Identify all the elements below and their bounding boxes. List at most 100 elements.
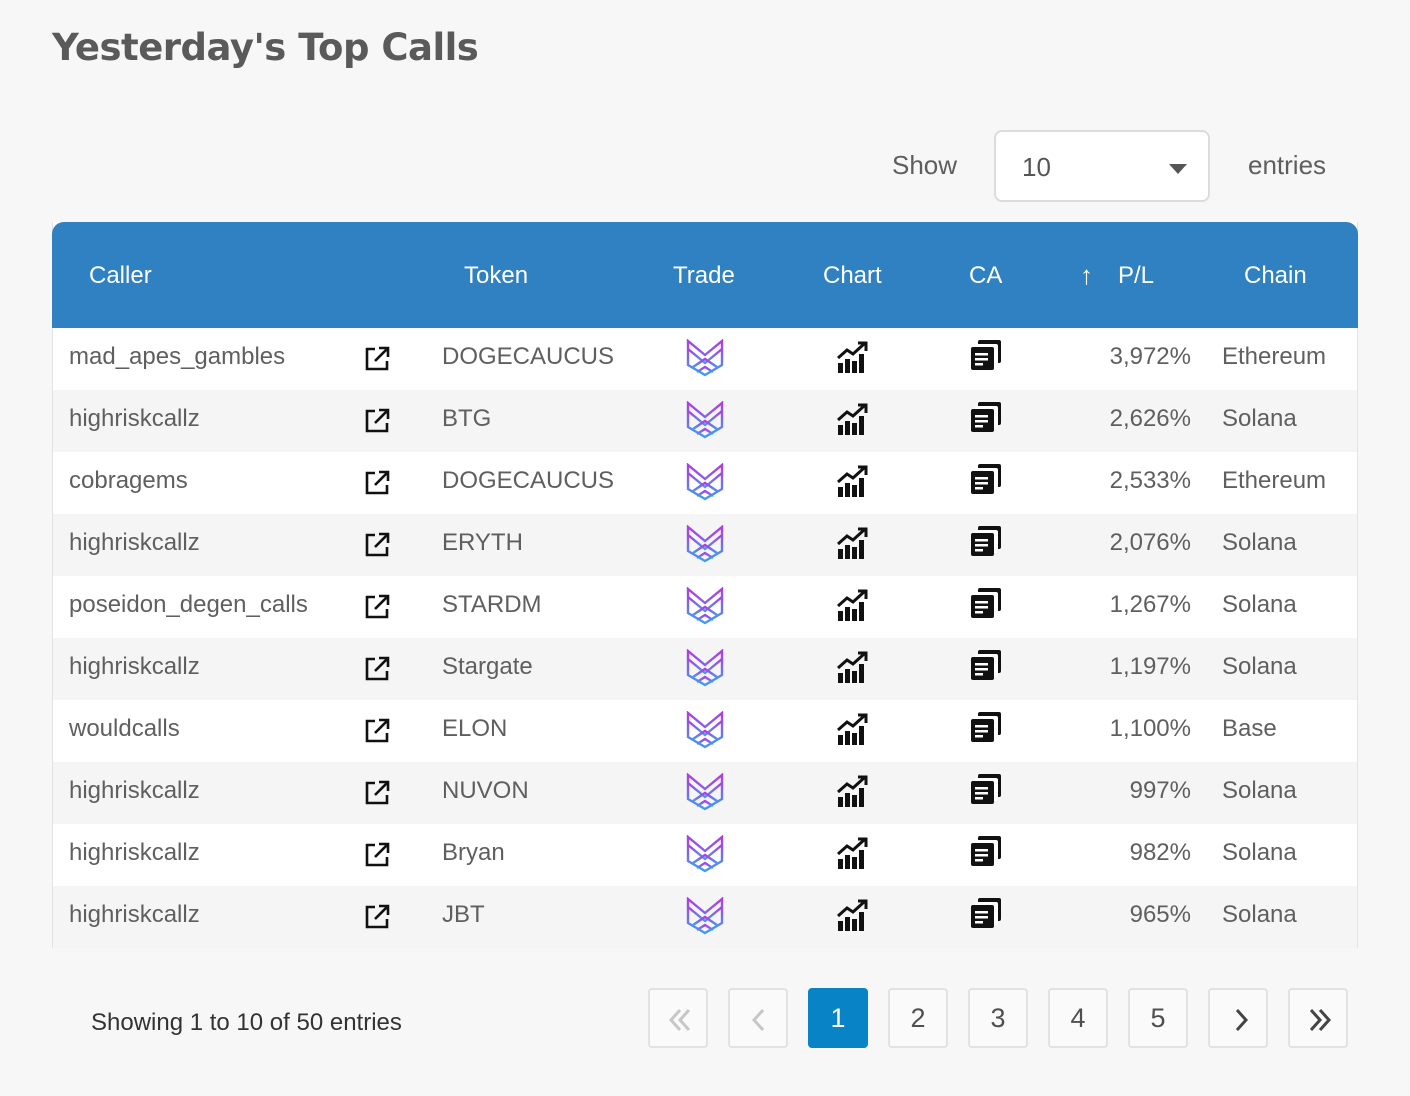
chevron-down-icon xyxy=(1169,164,1187,174)
caller-name[interactable]: highriskcallz xyxy=(69,777,200,804)
column-header-trade[interactable]: Trade xyxy=(673,262,735,289)
column-header-pl[interactable]: P/L xyxy=(1118,262,1155,289)
external-link-icon[interactable] xyxy=(363,841,391,869)
trade-logo-icon[interactable] xyxy=(685,524,725,563)
copy-icon[interactable] xyxy=(969,338,1003,372)
calls-table: Caller Token Trade Chart CA ↑ P/L Chain … xyxy=(52,222,1358,948)
trade-logo-icon[interactable] xyxy=(685,710,725,749)
copy-icon[interactable] xyxy=(969,834,1003,868)
double-chevron-left-icon xyxy=(668,1008,691,1032)
pl-value: 997% xyxy=(1129,777,1191,804)
caller-name[interactable]: highriskcallz xyxy=(69,405,200,432)
copy-icon[interactable] xyxy=(969,710,1003,744)
column-header-caller[interactable]: Caller xyxy=(89,262,152,289)
token-name: BTG xyxy=(442,405,492,432)
page-button-3[interactable]: 3 xyxy=(968,988,1028,1048)
pl-value: 2,076% xyxy=(1109,529,1191,556)
external-link-icon[interactable] xyxy=(363,407,391,435)
caller-name[interactable]: mad_apes_gambles xyxy=(69,343,286,370)
trade-logo-icon[interactable] xyxy=(685,462,725,501)
token-name: STARDM xyxy=(442,591,542,618)
pl-value: 2,626% xyxy=(1109,405,1191,432)
trade-logo-icon[interactable] xyxy=(685,648,725,687)
pl-value: 1,267% xyxy=(1109,591,1191,618)
copy-icon[interactable] xyxy=(969,462,1003,496)
chain-name: Solana xyxy=(1222,529,1297,556)
entries-select[interactable]: 10 xyxy=(994,130,1210,202)
trade-logo-icon[interactable] xyxy=(685,400,725,439)
caller-name[interactable]: wouldcalls xyxy=(69,715,180,742)
chart-icon[interactable] xyxy=(835,713,869,747)
chart-icon[interactable] xyxy=(835,403,869,437)
next-page-button[interactable] xyxy=(1208,988,1268,1048)
token-name: NUVON xyxy=(442,777,529,804)
column-header-chart[interactable]: Chart xyxy=(823,262,882,289)
trade-logo-icon[interactable] xyxy=(685,772,725,811)
chevron-left-icon xyxy=(751,1008,765,1032)
chart-icon[interactable] xyxy=(835,651,869,685)
table-row: highriskcallz Bryan 982% Solana xyxy=(53,824,1357,886)
chain-name: Solana xyxy=(1222,901,1297,928)
page-button-4[interactable]: 4 xyxy=(1048,988,1108,1048)
page-button-1[interactable]: 1 xyxy=(808,988,868,1048)
page-button-5[interactable]: 5 xyxy=(1128,988,1188,1048)
copy-icon[interactable] xyxy=(969,524,1003,558)
copy-icon[interactable] xyxy=(969,772,1003,806)
chart-icon[interactable] xyxy=(835,465,869,499)
copy-icon[interactable] xyxy=(969,400,1003,434)
pl-value: 982% xyxy=(1129,839,1191,866)
column-header-ca[interactable]: CA xyxy=(969,262,1003,289)
external-link-icon[interactable] xyxy=(363,779,391,807)
last-page-button[interactable] xyxy=(1288,988,1348,1048)
page-button-2[interactable]: 2 xyxy=(888,988,948,1048)
external-link-icon[interactable] xyxy=(363,717,391,745)
first-page-button[interactable] xyxy=(648,988,708,1048)
table-header: Caller Token Trade Chart CA ↑ P/L Chain xyxy=(52,222,1358,328)
table-row: highriskcallz Stargate 1,197% Solana xyxy=(53,638,1357,700)
copy-icon[interactable] xyxy=(969,648,1003,682)
external-link-icon[interactable] xyxy=(363,345,391,373)
chart-icon[interactable] xyxy=(835,837,869,871)
token-name: ERYTH xyxy=(442,529,523,556)
pl-value: 1,197% xyxy=(1109,653,1191,680)
chain-name: Solana xyxy=(1222,653,1297,680)
pl-value: 1,100% xyxy=(1109,715,1191,742)
column-header-token[interactable]: Token xyxy=(464,262,529,289)
table-row: mad_apes_gambles DOGECAUCUS 3,972% Ethereum xyxy=(53,328,1357,390)
caller-name[interactable]: highriskcallz xyxy=(69,653,200,680)
table-row: highriskcallz JBT 965% Solana xyxy=(53,886,1357,948)
caller-name[interactable]: highriskcallz xyxy=(69,839,200,866)
chain-name: Ethereum xyxy=(1222,343,1327,370)
caller-name[interactable]: highriskcallz xyxy=(69,529,200,556)
external-link-icon[interactable] xyxy=(363,469,391,497)
copy-icon[interactable] xyxy=(969,586,1003,620)
token-name: Stargate xyxy=(442,653,533,680)
trade-logo-icon[interactable] xyxy=(685,338,725,377)
previous-page-button[interactable] xyxy=(728,988,788,1048)
token-name: Bryan xyxy=(442,839,505,866)
trade-logo-icon[interactable] xyxy=(685,586,725,625)
caller-name[interactable]: poseidon_degen_calls xyxy=(69,591,308,618)
token-name: ELON xyxy=(442,715,508,742)
copy-icon[interactable] xyxy=(969,896,1003,930)
chart-icon[interactable] xyxy=(835,341,869,375)
chain-name: Solana xyxy=(1222,405,1297,432)
entries-label: entries xyxy=(1248,150,1327,180)
entries-length-control: Show 10 entries xyxy=(0,130,1410,202)
external-link-icon[interactable] xyxy=(363,655,391,683)
table-row: highriskcallz BTG 2,626% Solana xyxy=(53,390,1357,452)
chart-icon[interactable] xyxy=(835,775,869,809)
external-link-icon[interactable] xyxy=(363,531,391,559)
sort-arrow-icon: ↑ xyxy=(1080,260,1093,290)
chart-icon[interactable] xyxy=(835,589,869,623)
caller-name[interactable]: highriskcallz xyxy=(69,901,200,928)
external-link-icon[interactable] xyxy=(363,903,391,931)
trade-logo-icon[interactable] xyxy=(685,896,725,935)
chart-icon[interactable] xyxy=(835,527,869,561)
external-link-icon[interactable] xyxy=(363,593,391,621)
caller-name[interactable]: cobragems xyxy=(69,467,188,494)
trade-logo-icon[interactable] xyxy=(685,834,725,873)
chart-icon[interactable] xyxy=(835,899,869,933)
chain-name: Solana xyxy=(1222,839,1297,866)
column-header-chain[interactable]: Chain xyxy=(1244,262,1307,289)
